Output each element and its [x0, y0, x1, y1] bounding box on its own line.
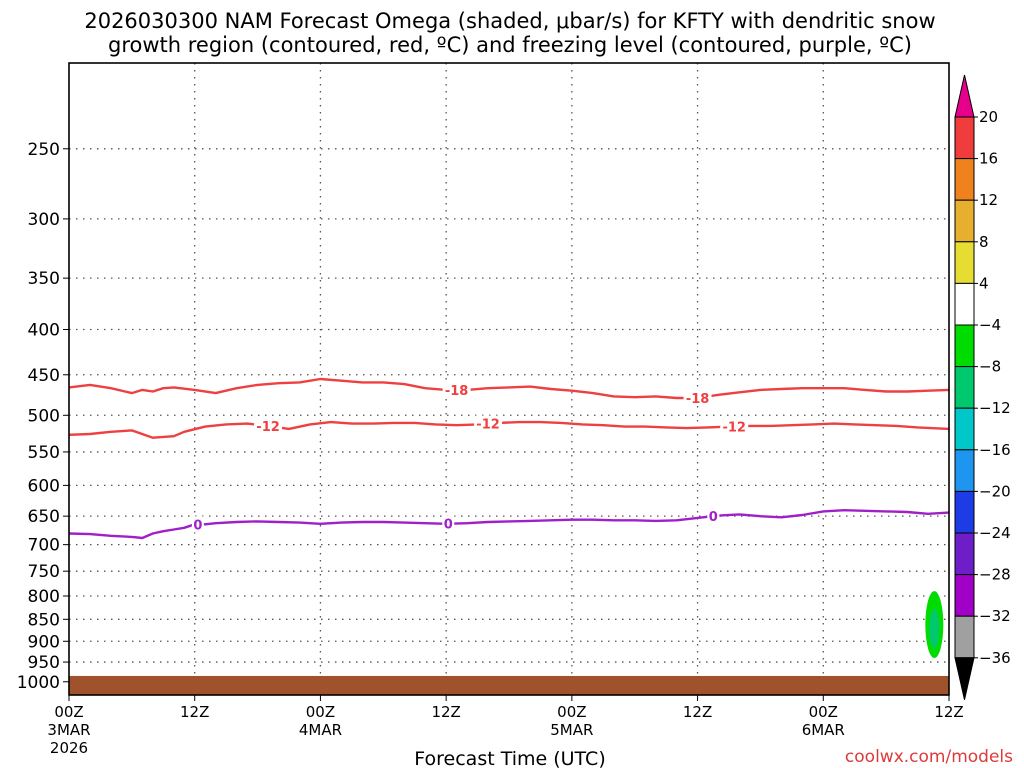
colorbar-label: −8 — [979, 358, 1001, 376]
contour-label-bg — [474, 415, 503, 432]
colorbar-label: −20 — [979, 482, 1011, 500]
x-tick-label: 3MAR — [47, 721, 90, 739]
colorbar-label: −4 — [979, 316, 1001, 334]
colorbar: 20 16 12 8 4 −4 −8 −12 −16 −20 −24 −28 −32 −36 — [954, 74, 1011, 700]
colorbar-label: −28 — [979, 566, 1011, 584]
contour-label: -18 — [686, 392, 710, 407]
contour-line — [68, 377, 950, 400]
y-tick-label: 650 — [28, 507, 60, 527]
colorbar-label: 16 — [979, 150, 998, 168]
chart-title-line1: 2026030300 NAM Forecast Omega (shaded, μ… — [84, 9, 935, 33]
x-tick-label: 00Z — [809, 703, 838, 721]
x-tick-label: 00Z — [557, 703, 586, 721]
contour-line — [68, 420, 950, 439]
colorbar-segment — [954, 324, 975, 368]
x-tick-label: 6MAR — [802, 721, 845, 739]
colorbar-top-arrow — [954, 74, 975, 118]
y-tick-label: 900 — [28, 632, 60, 652]
y-tick-label: 350 — [28, 269, 60, 289]
y-tick-label: 850 — [28, 610, 60, 630]
x-tick-label: 12Z — [683, 703, 712, 721]
colorbar-segment — [954, 407, 975, 451]
x-tick-label: 12Z — [431, 703, 460, 721]
contour-label: 0 — [444, 518, 453, 533]
contour-line — [68, 509, 950, 540]
y-tick-label: 500 — [28, 406, 60, 426]
ground-fill — [69, 675, 949, 695]
y-axis-ticks: 2503003504004505005506006507007508008509… — [17, 140, 69, 693]
colorbar-label: −36 — [979, 649, 1011, 667]
y-tick-label: 550 — [28, 443, 60, 463]
contour-label-bg — [720, 418, 749, 435]
colorbar-segment — [954, 158, 975, 201]
x-tick-label: 12Z — [934, 703, 963, 721]
x-tick-label: 00Z — [306, 703, 335, 721]
contour-label: 0 — [193, 518, 202, 533]
y-tick-label: 450 — [28, 366, 60, 386]
grid-lines — [69, 63, 949, 695]
colorbar-segment — [954, 449, 975, 492]
colorbar-label: 4 — [979, 274, 989, 292]
y-tick-label: 950 — [28, 653, 60, 673]
colorbar-segment — [954, 241, 975, 284]
x-tick-label: 2026 — [50, 739, 88, 757]
colorbar-label: −16 — [979, 441, 1011, 459]
colorbar-label: −24 — [979, 524, 1011, 542]
chart-title-line2: growth region (contoured, red, ºC) and f… — [108, 33, 912, 57]
colorbar-segment — [954, 490, 975, 534]
contour-label: -12 — [476, 418, 500, 433]
y-tick-label: 1000 — [17, 673, 60, 693]
y-tick-label: 300 — [28, 210, 60, 230]
colorbar-segment — [954, 615, 975, 659]
omega-shading — [925, 591, 944, 658]
colorbar-segment — [954, 366, 975, 409]
x-tick-label: 4MAR — [299, 721, 342, 739]
y-tick-label: 800 — [28, 587, 60, 607]
colorbar-segment — [954, 199, 975, 243]
contour-labels: -18 -18 -12 -12 -12 0 0 0 — [191, 381, 749, 533]
contour-label-bg — [191, 516, 204, 533]
colorbar-label: 12 — [979, 191, 998, 209]
contour-label: 0 — [709, 510, 718, 525]
colorbar-label: −12 — [979, 399, 1011, 417]
colorbar-segment — [954, 532, 975, 576]
omega-shade-core — [929, 609, 940, 648]
contour-lines — [68, 377, 950, 540]
colorbar-segment — [954, 116, 975, 160]
contour-label: -12 — [256, 420, 280, 435]
colorbar-label: −32 — [979, 607, 1011, 625]
y-tick-label: 700 — [28, 536, 60, 556]
contour-label: -12 — [722, 420, 746, 435]
colorbar-segment — [954, 282, 975, 326]
contour-label-bg — [442, 381, 471, 398]
contour-label-bg — [254, 417, 283, 434]
colorbar-segment — [954, 574, 975, 617]
ground-terrain — [69, 675, 949, 695]
credit-text: coolwx.com/models — [845, 747, 1013, 767]
colorbar-label: 20 — [979, 108, 998, 126]
contour-label: -18 — [445, 384, 469, 399]
colorbar-bottom-arrow — [954, 657, 975, 700]
x-tick-label: 5MAR — [550, 721, 593, 739]
contour-label-bg — [707, 508, 720, 525]
x-axis-label: Forecast Time (UTC) — [414, 748, 605, 768]
x-tick-label: 12Z — [180, 703, 209, 721]
contour-label-bg — [683, 389, 712, 406]
y-tick-label: 600 — [28, 476, 60, 496]
contour-label-bg — [442, 515, 455, 532]
y-tick-label: 250 — [28, 140, 60, 160]
y-tick-label: 750 — [28, 562, 60, 582]
x-tick-label: 00Z — [54, 703, 83, 721]
colorbar-label: 8 — [979, 233, 989, 251]
y-tick-label: 400 — [28, 320, 60, 340]
plot-frame — [68, 62, 950, 696]
